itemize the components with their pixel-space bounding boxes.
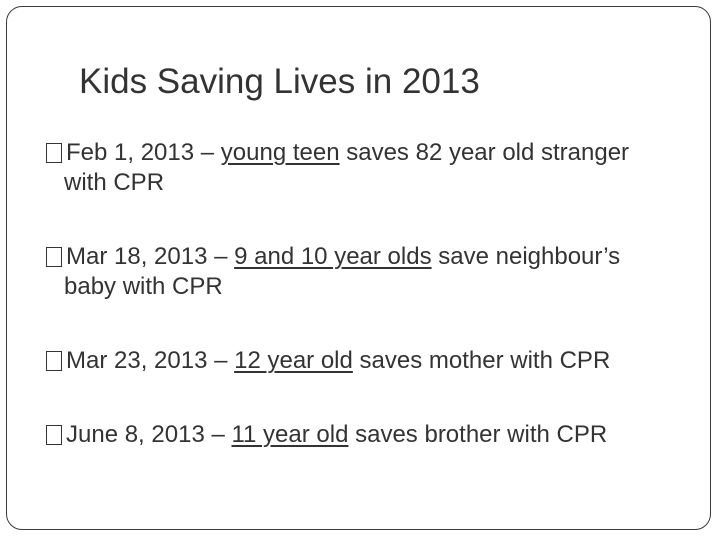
bullet-item-feb-1: Feb 1, 2013 – young teen saves 82 year o… — [44, 138, 694, 198]
bullet-date: Mar 23, 2013 – — [66, 347, 235, 374]
bullet-highlight: 12 year old — [234, 347, 353, 374]
bullet-date: Feb 1, 2013 – — [66, 139, 221, 166]
slide-frame — [6, 6, 711, 530]
bullet-text: saves brother with CPR — [348, 421, 608, 448]
square-bullet-icon — [46, 247, 62, 267]
square-bullet-icon — [46, 143, 62, 163]
bullet-item-mar-23: Mar 23, 2013 – 12 year old saves mother … — [44, 346, 694, 376]
bullet-text: saves 82 year old stranger — [339, 139, 630, 166]
bullet-item-mar-18: Mar 18, 2013 – 9 and 10 year olds save n… — [44, 242, 694, 302]
square-bullet-icon — [46, 425, 62, 445]
bullet-text-continuation: with CPR — [64, 169, 165, 196]
bullet-date: Mar 18, 2013 – — [66, 243, 235, 270]
bullet-highlight: 11 year old — [231, 421, 349, 448]
bullet-text-continuation: baby with CPR — [64, 273, 223, 300]
bullet-item-june-8: June 8, 2013 – 11 year old saves brother… — [44, 420, 694, 450]
square-bullet-icon — [46, 351, 62, 371]
bullet-text: saves mother with CPR — [352, 347, 611, 374]
bullet-text: save neighbour’s — [431, 243, 621, 270]
slide-title: Kids Saving Lives in 2013 — [79, 62, 480, 101]
bullet-date: June 8, 2013 – — [66, 421, 232, 448]
bullet-highlight: young teen — [220, 139, 340, 166]
bullet-highlight: 9 and 10 year olds — [234, 243, 432, 270]
